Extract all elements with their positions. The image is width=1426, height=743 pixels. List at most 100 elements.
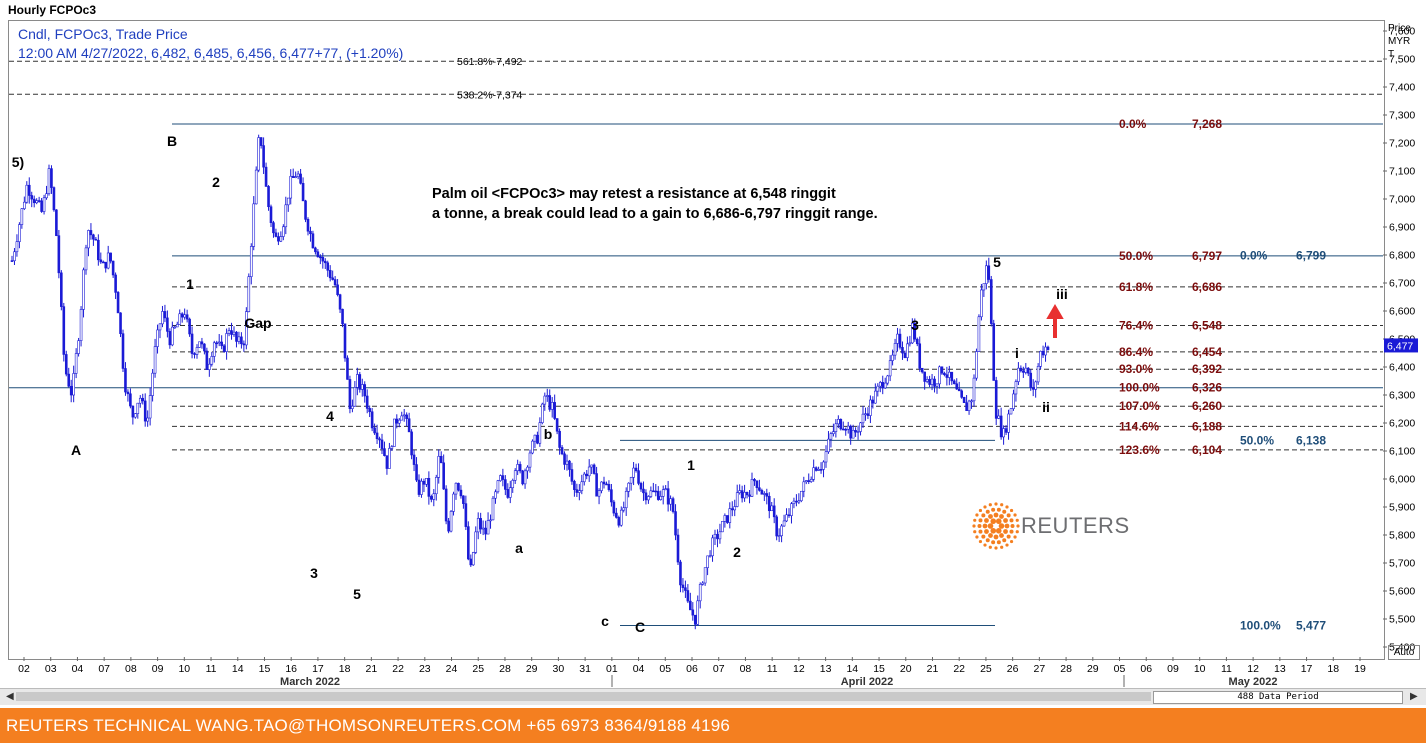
candle-body [1019,367,1023,372]
candle-body [987,265,991,280]
candle-body [311,233,315,249]
candle-body [750,479,754,497]
y-tick-label: 7,500 [1389,54,1415,66]
candle-body [506,489,510,498]
candle-body [163,311,167,319]
candle-body [624,491,628,509]
candle-body [249,246,253,277]
logo-dot [999,533,1004,538]
candle-body [726,515,729,523]
candle-body [393,418,396,447]
logo-dot [993,512,999,518]
candle-body [728,508,732,523]
candle-body [106,252,110,269]
x-tick-label: 02 [18,663,30,675]
candle-body [901,347,904,354]
x-tick-label: 12 [1247,663,1259,675]
wave-label: a [515,540,523,556]
candle-body [79,309,83,341]
fib-retracement-level: 76.4% [1119,319,1153,333]
candle-body [526,466,529,472]
candle-body [800,490,803,502]
candle-body [15,241,19,253]
candle-body [136,402,140,414]
logo-dot [972,524,976,528]
candle-body [499,475,502,482]
candle-body [215,342,219,345]
y-tick-label: 7,100 [1389,166,1415,178]
candle-body [1036,366,1040,383]
candle-body [383,448,386,456]
candle-body [13,251,16,262]
data-period-label: 488 Data Period [1153,691,1403,704]
price-axis-header-price: Price [1388,23,1411,34]
time-scrollbar[interactable]: ◀ 488 Data Period ▶ [0,688,1426,705]
logo-dot [1009,539,1014,544]
x-tick-label: 09 [152,663,164,675]
candle-body [501,475,505,480]
candle-body [491,497,495,521]
candle-body [967,400,971,411]
x-tick-label: 03 [45,663,57,675]
instrument-info-line2: 12:00 AM 4/27/2022, 6,482, 6,485, 6,456,… [18,45,404,61]
reuters-logo: REUTERS [965,493,1130,557]
candle-body [782,520,786,527]
x-tick-label: 13 [1274,663,1286,675]
logo-dot [988,503,992,507]
candle-body [982,283,986,291]
logo-dot [978,518,983,523]
price-chart[interactable]: 7,600 7,500 7,400 7,300 7,200 7,100 7,000 6,900… [0,0,1426,690]
candle-body [10,260,14,262]
logo-dot [973,518,977,522]
candle-body [738,490,741,494]
candle-body [101,261,105,264]
candle-body [602,481,606,485]
candle-body [481,527,485,530]
candle-body [119,312,122,334]
candle-body [203,343,206,352]
candle-body [578,490,581,493]
candle-body [740,490,744,499]
scroll-thumb[interactable] [16,692,1151,701]
auto-scale-button[interactable]: Auto [1388,645,1420,660]
scroll-left-icon[interactable]: ◀ [6,691,14,702]
candle-body [131,405,135,418]
candle-body [886,375,889,384]
candle-body [985,265,988,284]
x-tick-label: 17 [312,663,324,675]
y-tick-label: 5,500 [1389,614,1415,626]
y-tick-label: 6,100 [1389,446,1415,458]
wave-label: 2 [212,174,220,190]
candle-body [25,184,29,203]
candle-body [918,343,922,369]
candle-body [849,425,852,439]
candle-body [568,460,571,470]
candle-body [573,481,576,490]
candle-body [417,479,421,495]
candle-body [1029,372,1033,388]
candle-body [444,488,448,522]
fib-retracement-value: 6,686 [1192,280,1222,294]
fib-retracement-level: 114.6% [1119,419,1159,433]
candle-body [649,490,653,497]
wave-label: ii [1042,399,1050,415]
x-tick-label: 16 [285,663,297,675]
candle-body [721,521,724,533]
candle-body [388,448,391,469]
candle-body [368,408,371,413]
x-tick-label: 07 [98,663,110,675]
candle-body [64,354,68,375]
logo-dot [995,527,1002,534]
candle-body [642,488,645,494]
logo-dot [1013,535,1017,539]
x-tick-label: 29 [526,663,538,675]
candle-body [656,490,660,500]
candle-body [785,514,788,522]
y-tick-label: 5,900 [1389,502,1415,514]
candle-body [940,366,944,374]
candle-body [523,470,527,485]
wave-label: 1 [186,276,194,292]
logo-dot [983,505,987,509]
logo-dot [1005,543,1009,547]
scroll-right-icon[interactable]: ▶ [1410,691,1418,702]
